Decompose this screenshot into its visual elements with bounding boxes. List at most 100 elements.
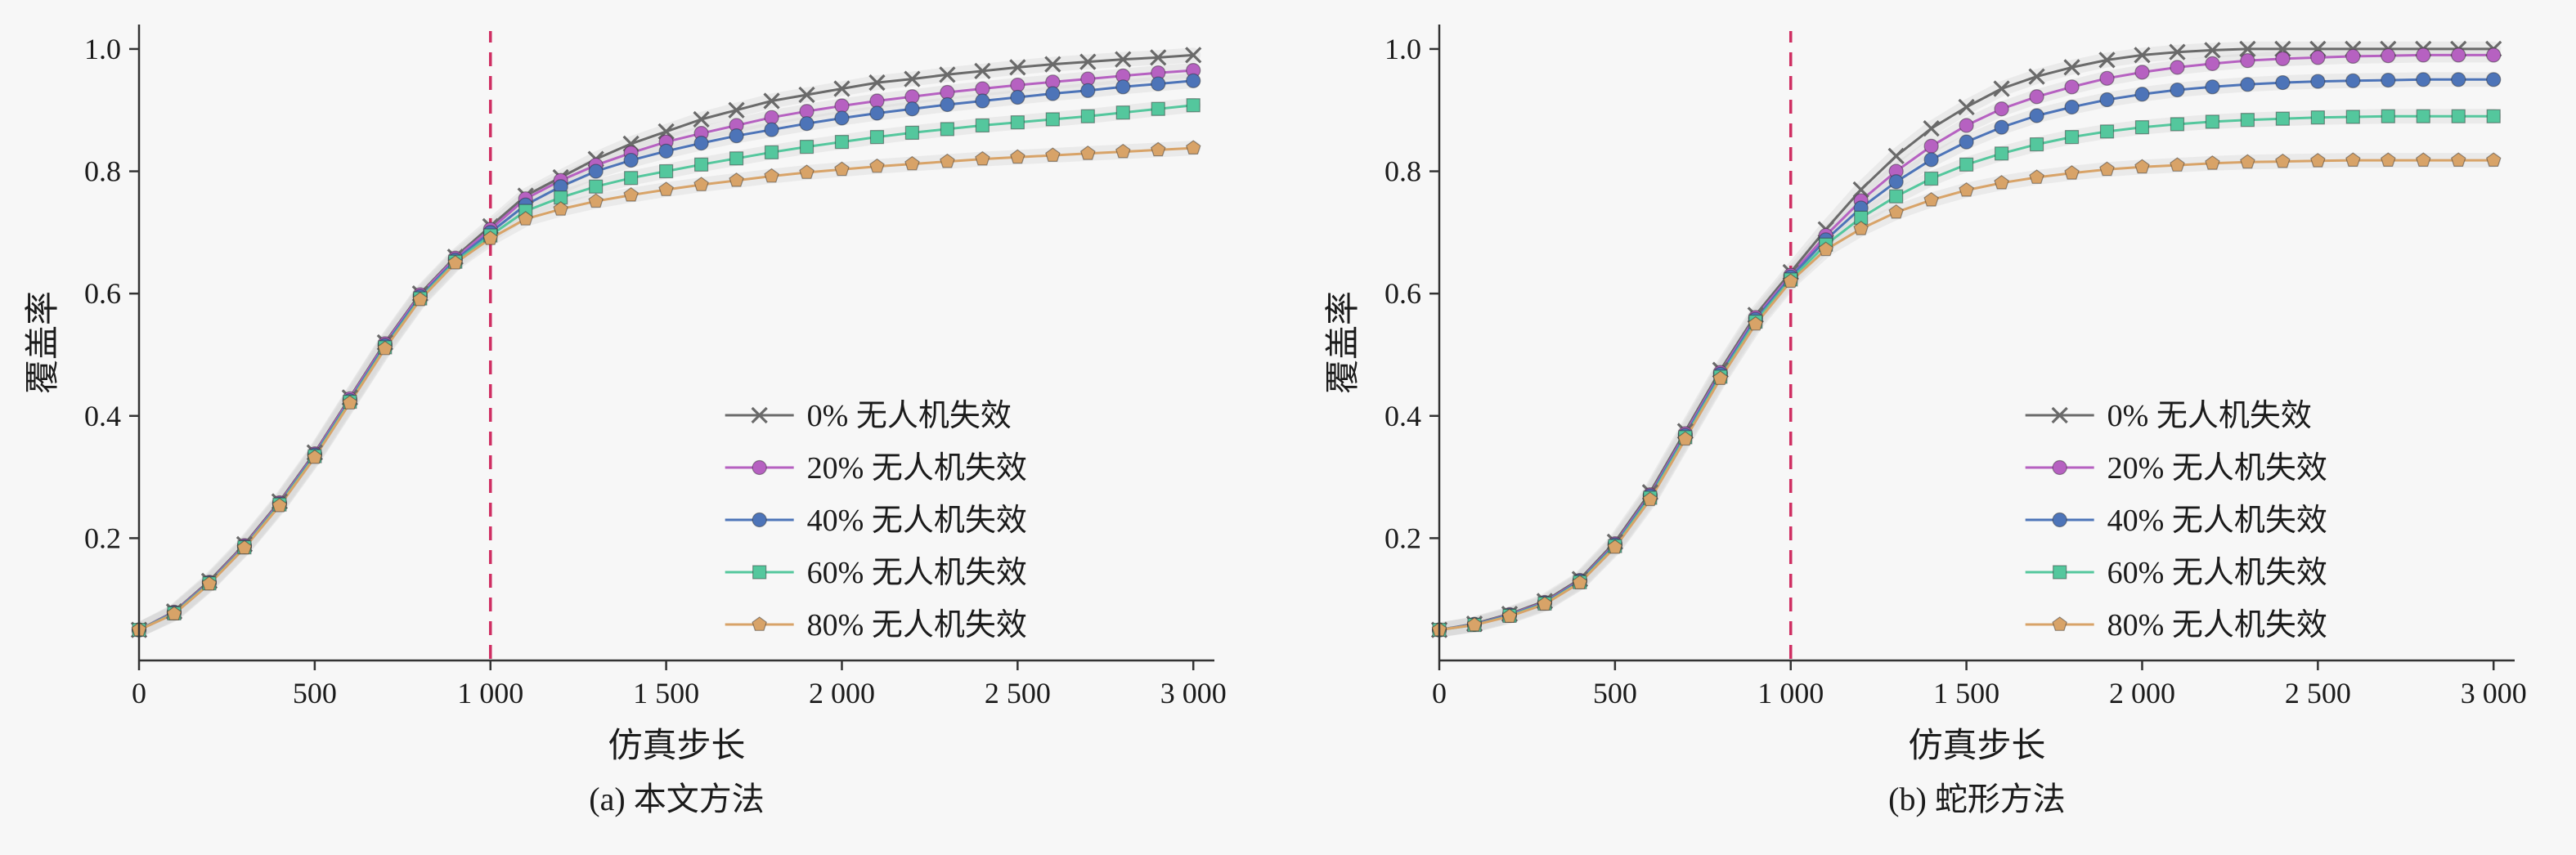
circle-marker — [2451, 47, 2466, 63]
circle-marker — [2052, 512, 2067, 528]
y-tick-label: 1.0 — [84, 33, 121, 65]
pentagon-marker — [342, 395, 358, 410]
x-tick-label: 2 000 — [2109, 677, 2175, 710]
x-marker — [939, 66, 956, 83]
x-marker — [2134, 47, 2151, 64]
legend: 0% 无人机失效 20% 无人机失效 40% 无人机失效 60% 无人机失效 80% 无… — [725, 399, 1027, 642]
y-tick-label: 0.2 — [1384, 522, 1421, 554]
pentagon-marker — [1466, 616, 1483, 632]
series-markers — [132, 98, 1200, 638]
legend-label: 80% 无人机失效 — [2107, 608, 2327, 642]
y-tick-label: 0.4 — [84, 400, 121, 432]
x-marker — [868, 74, 886, 92]
x-tick-label: 2 500 — [2285, 677, 2351, 710]
x-marker — [1923, 120, 1940, 137]
circle-marker — [1959, 118, 1974, 133]
circle-marker — [623, 152, 639, 168]
square-marker — [2451, 109, 2466, 123]
x-marker — [751, 406, 768, 424]
x-marker — [1993, 80, 2010, 97]
x-marker — [693, 110, 710, 128]
legend-label: 0% 无人机失效 — [807, 399, 1012, 433]
circle-marker — [1994, 101, 2009, 117]
square-marker — [975, 118, 990, 133]
pentagon-marker — [1642, 491, 1658, 507]
circle-marker — [2205, 79, 2220, 95]
circle-marker — [1186, 73, 1201, 88]
pentagon-marker — [1888, 204, 1904, 219]
pentagon-marker — [904, 155, 920, 171]
pentagon-marker — [2380, 152, 2396, 167]
pentagon-marker — [764, 168, 779, 183]
pentagon-marker — [975, 150, 990, 166]
x-marker — [1009, 59, 1026, 76]
square-marker — [624, 171, 639, 186]
circle-marker — [588, 163, 604, 179]
pentagon-marker — [2485, 152, 2502, 167]
pentagon-marker — [553, 201, 568, 216]
pentagon-marker — [1079, 145, 1096, 160]
x-marker — [1887, 147, 1905, 164]
pentagon-marker — [2415, 152, 2431, 167]
legend-label: 80% 无人机失效 — [807, 608, 1027, 642]
circle-marker — [693, 136, 709, 151]
x-tick-label: 2 000 — [809, 677, 875, 710]
circle-marker — [1010, 89, 1025, 105]
circle-marker — [2345, 73, 2361, 88]
legend-label: 60% 无人机失效 — [807, 556, 1027, 590]
x-marker — [728, 101, 745, 119]
square-marker — [1186, 98, 1200, 113]
pentagon-marker — [1818, 241, 1834, 257]
circle-marker — [2205, 56, 2220, 71]
circle-marker — [1080, 83, 1096, 98]
circle-marker — [2275, 74, 2291, 91]
square-marker — [729, 151, 744, 166]
pentagon-marker — [1748, 316, 1764, 331]
x-marker — [798, 86, 815, 104]
y-tick-label: 0.4 — [1384, 400, 1421, 432]
circle-marker — [1923, 152, 1939, 168]
x-marker — [2063, 59, 2080, 76]
circle-marker — [2134, 87, 2150, 102]
x-tick-label: 3 000 — [2461, 677, 2527, 710]
chart-a-caption: (a) 本文方法 — [589, 781, 765, 817]
pentagon-marker — [236, 539, 253, 555]
legend: 0% 无人机失效 20% 无人机失效 40% 无人机失效 60% 无人机失效 80% 无… — [2025, 399, 2327, 642]
x-tick-label: 1 500 — [633, 677, 699, 710]
square-marker — [2170, 117, 2185, 132]
pentagon-marker — [693, 177, 709, 191]
circle-marker — [764, 122, 779, 137]
square-marker — [693, 157, 709, 172]
circle-marker — [975, 93, 990, 109]
legend-label: 60% 无人机失效 — [2107, 556, 2327, 590]
circle-marker — [2134, 65, 2150, 80]
x-marker — [1852, 181, 1869, 199]
pentagon-marker — [307, 449, 323, 464]
square-marker — [2486, 109, 2501, 123]
square-marker — [2099, 124, 2115, 139]
x-marker — [2239, 40, 2256, 58]
x-marker — [657, 123, 675, 141]
pentagon-marker — [834, 161, 850, 177]
circle-marker — [729, 128, 744, 144]
pentagon-marker — [623, 186, 639, 202]
square-marker — [1994, 146, 2009, 161]
x-tick-label: 0 — [1432, 677, 1447, 710]
pentagon-marker — [2099, 161, 2115, 177]
circle-marker — [2275, 51, 2291, 66]
pentagon-marker — [2134, 159, 2150, 174]
x-axis-label: 仿真步长 — [608, 727, 745, 765]
pentagon-marker — [1150, 141, 1166, 157]
circle-marker — [2381, 72, 2396, 88]
circle-marker — [2029, 89, 2044, 105]
square-marker — [2240, 113, 2255, 128]
pentagon-marker — [2345, 152, 2361, 167]
x-tick-label: 1 000 — [457, 677, 523, 710]
pentagon-marker — [1994, 175, 2009, 190]
x-marker — [2204, 42, 2221, 59]
pentagon-marker — [2064, 165, 2080, 180]
circle-marker — [904, 101, 920, 117]
x-marker — [974, 62, 991, 79]
pentagon-marker — [752, 616, 767, 631]
series-markers — [1431, 152, 2502, 637]
